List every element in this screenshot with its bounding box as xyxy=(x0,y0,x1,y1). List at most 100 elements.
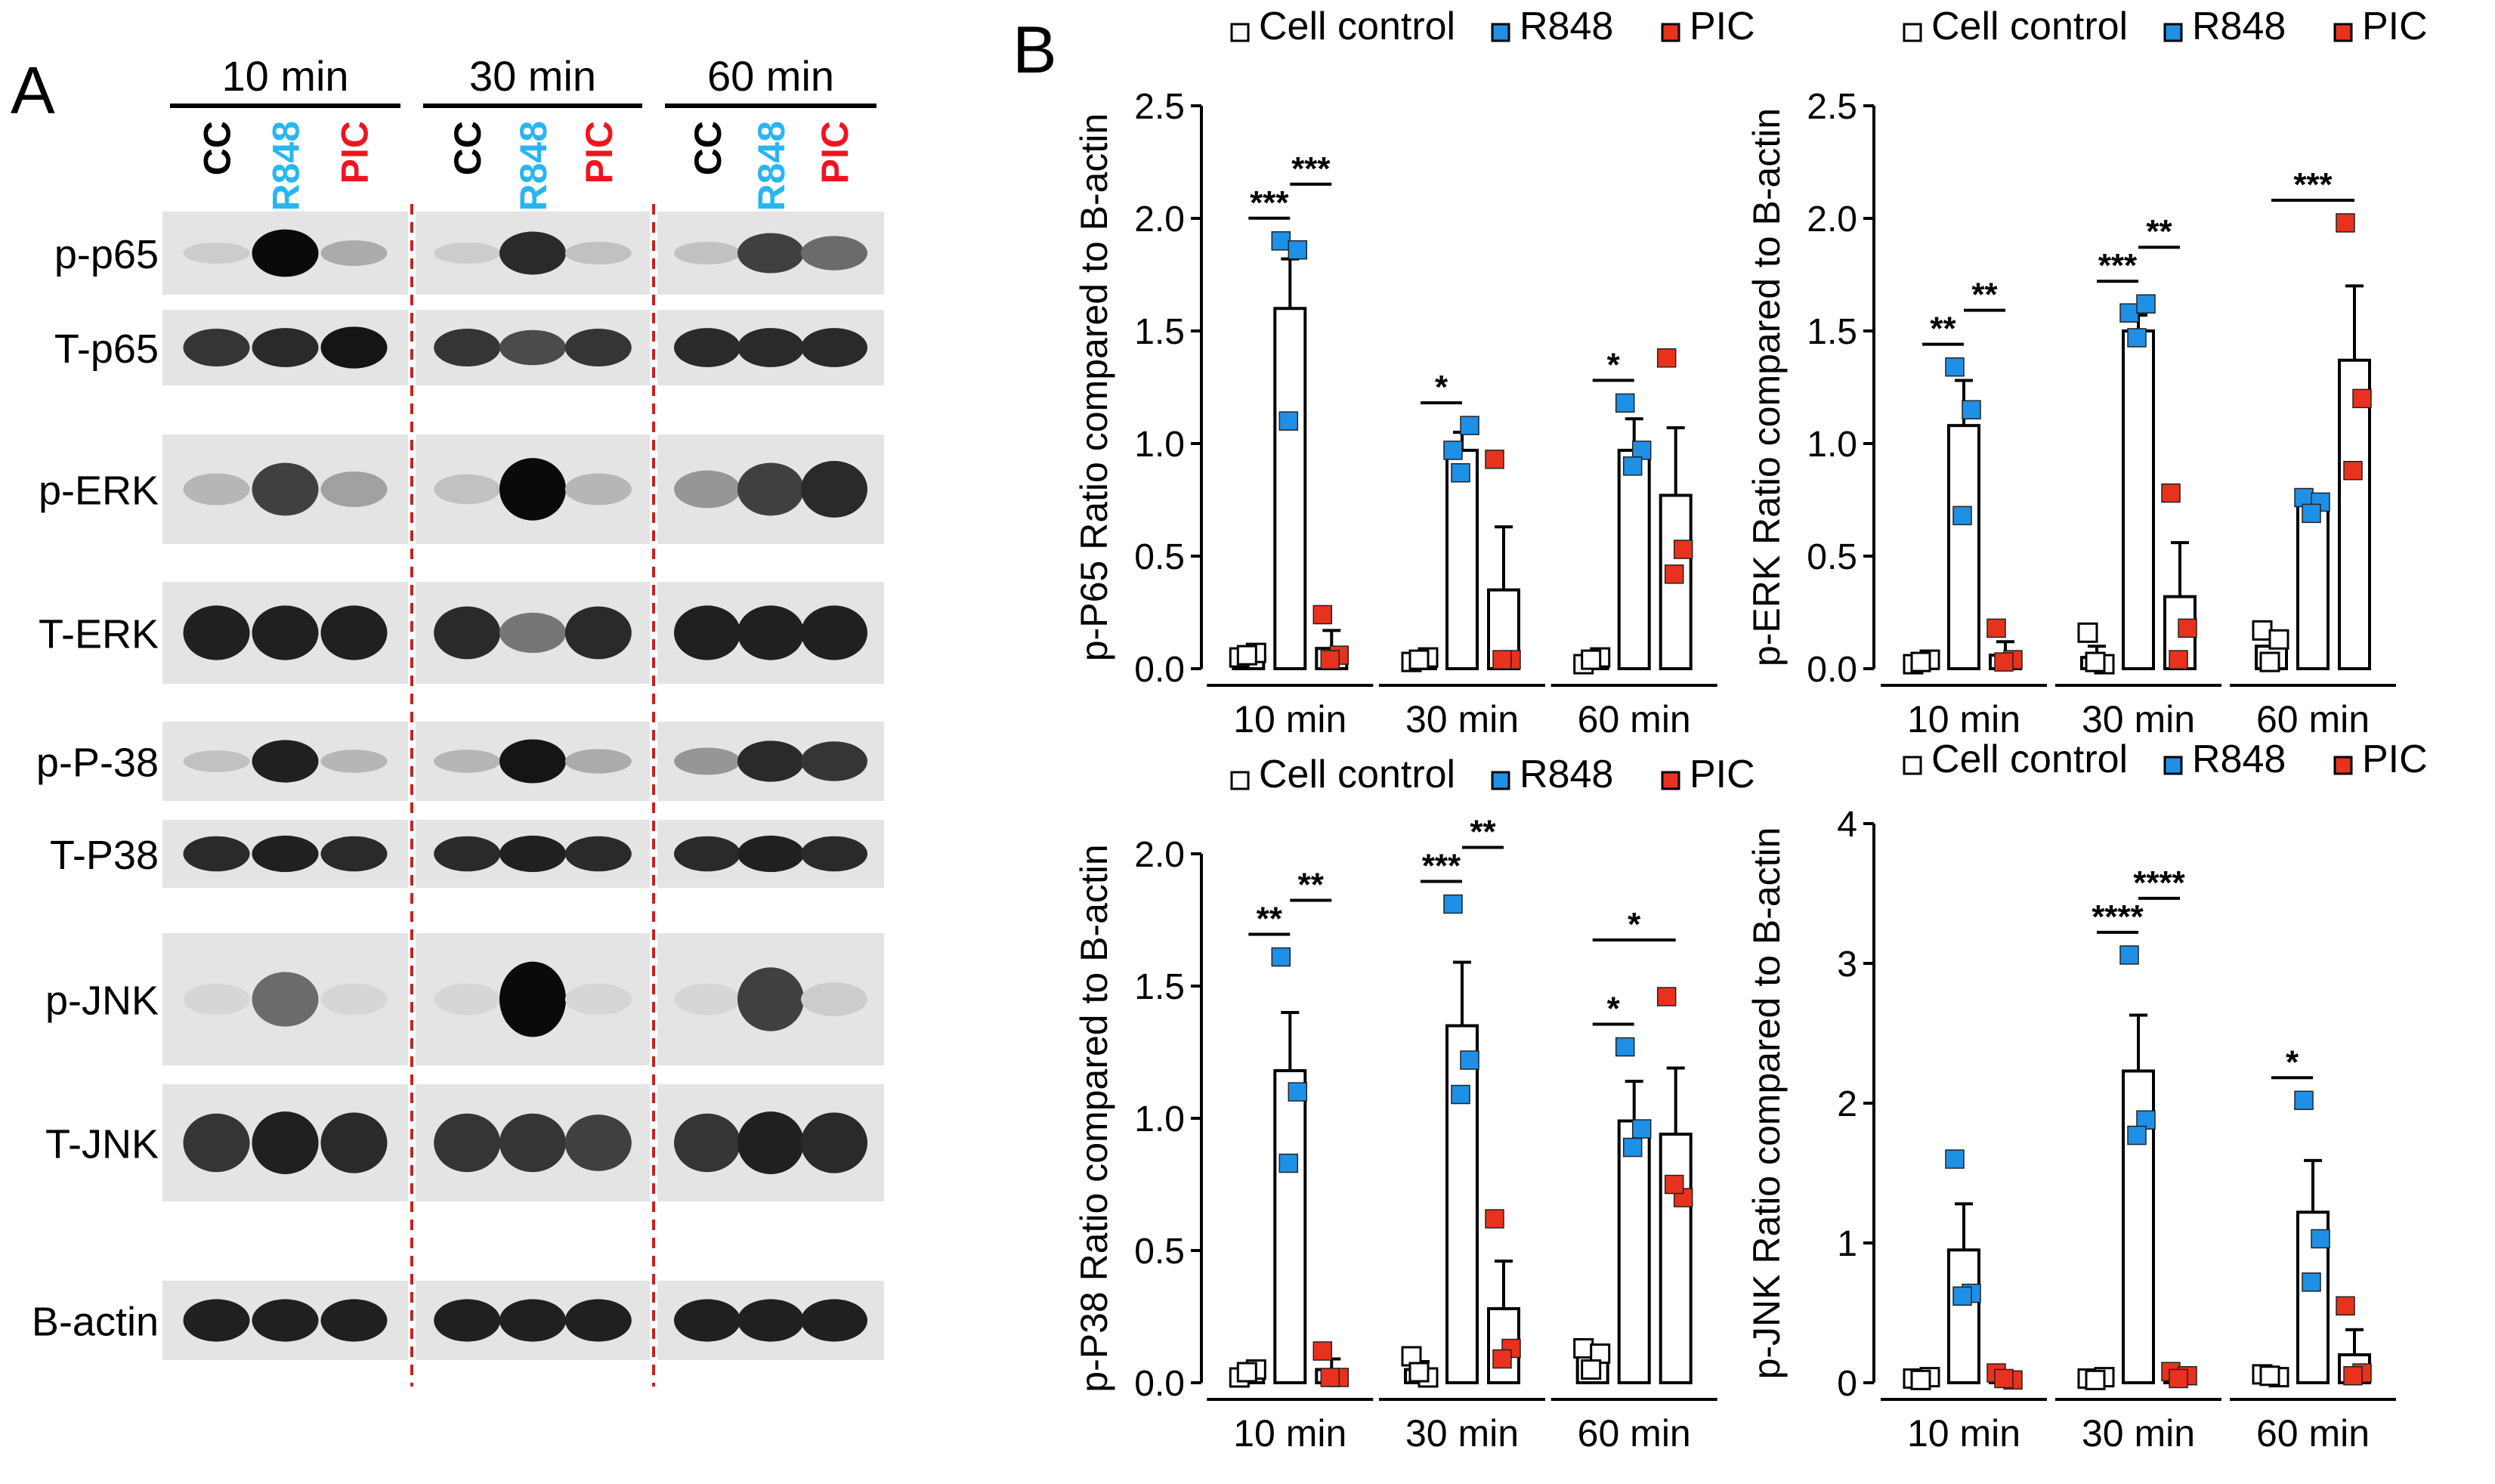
blot-band xyxy=(320,1299,388,1342)
blot-row-label: p-P-38 xyxy=(36,740,159,786)
legend-label: PIC xyxy=(2362,5,2428,48)
significance-label: **** xyxy=(2092,898,2144,935)
blot-band xyxy=(434,606,501,660)
x-category-label: 30 min xyxy=(2082,1412,2195,1455)
x-category-label: 60 min xyxy=(1578,698,1691,740)
blot-timepoint-label: 10 min xyxy=(221,52,348,100)
legend-swatch xyxy=(1230,23,1250,42)
data-point xyxy=(1460,1050,1479,1070)
blot-lane-label: CC xyxy=(447,121,489,175)
data-point xyxy=(1615,393,1635,413)
blot-band xyxy=(320,983,388,1016)
blot-band xyxy=(801,236,867,271)
data-point xyxy=(1945,1149,1965,1169)
blot-band xyxy=(564,606,632,660)
y-tick-label: 0.5 xyxy=(1134,1232,1185,1272)
data-point xyxy=(1236,1362,1257,1383)
y-tick-label: 1.5 xyxy=(1134,967,1185,1007)
blot-band xyxy=(737,605,804,660)
blot-row-label: B-actin xyxy=(32,1300,159,1345)
data-point xyxy=(1320,1368,1340,1387)
blot-band xyxy=(499,739,566,784)
chart-1: 0.0 0.5 1.0 1.5 2.0 2.5 p-ERK Ratio compared t… xyxy=(1745,5,2428,740)
data-point xyxy=(1986,618,2006,638)
blot-band xyxy=(564,749,632,774)
data-point xyxy=(2127,1125,2147,1145)
chart-0: 0.0 0.5 1.0 1.5 2.0 2.5 p-P65 Ratio compared t… xyxy=(1073,5,1755,740)
blot-band xyxy=(801,328,867,367)
legend-label: R848 xyxy=(2192,737,2286,781)
data-point xyxy=(2077,622,2098,643)
data-point xyxy=(1952,1286,1972,1306)
panel-b-label: B xyxy=(1013,12,1057,87)
data-point xyxy=(1443,894,1463,914)
blot-band xyxy=(801,982,867,1016)
y-tick-label: 2 xyxy=(1837,1084,1857,1124)
data-point xyxy=(1271,947,1291,967)
data-point xyxy=(1656,348,1677,368)
data-point xyxy=(1664,564,1684,584)
significance-label: * xyxy=(2286,1043,2299,1081)
data-point xyxy=(2268,629,2289,650)
data-point xyxy=(2085,651,2106,672)
blot-band xyxy=(183,605,250,660)
significance-label: *** xyxy=(2098,247,2138,284)
significance-label: ** xyxy=(1971,277,1998,314)
data-point xyxy=(2161,483,2181,503)
legend-swatch xyxy=(1491,771,1510,790)
significance-label: ** xyxy=(1470,814,1496,851)
x-category-label: 60 min xyxy=(2256,1412,2370,1455)
blot-band xyxy=(801,1299,867,1342)
data-point xyxy=(2259,651,2280,672)
legend-swatch xyxy=(2163,756,2183,775)
data-point xyxy=(2178,618,2197,638)
blot-band xyxy=(252,740,319,783)
blot-band xyxy=(737,328,804,367)
data-point xyxy=(1622,1137,1643,1158)
y-axis-title: p-P65 Ratio compared to B-actin xyxy=(1073,113,1115,661)
bar xyxy=(2296,502,2330,671)
bar xyxy=(1273,307,1307,670)
y-tick-label: 4 xyxy=(1837,805,1857,845)
data-point xyxy=(1451,462,1470,483)
blot-row-label: T-JNK xyxy=(45,1122,159,1167)
y-tick-label: 2.0 xyxy=(1134,835,1185,875)
blot-band xyxy=(252,605,319,660)
y-tick-label: 0.0 xyxy=(1134,1364,1185,1404)
legend-label: R848 xyxy=(1520,753,1613,796)
data-point xyxy=(1673,539,1693,559)
significance-label: * xyxy=(1607,346,1621,383)
blot-band xyxy=(252,462,319,516)
x-category-label: 10 min xyxy=(1233,698,1346,740)
blot-band xyxy=(737,967,804,1031)
blot-lane-label: R848 xyxy=(265,121,308,212)
blot-band xyxy=(564,1115,632,1171)
data-point xyxy=(1622,456,1643,476)
data-point xyxy=(1278,1153,1299,1173)
data-point xyxy=(2169,650,2188,669)
data-point xyxy=(1443,441,1463,460)
y-tick-label: 1.0 xyxy=(1134,1099,1185,1139)
blot-band xyxy=(320,471,388,508)
blot-band xyxy=(252,1299,319,1342)
significance-label: * xyxy=(1607,991,1621,1028)
blot-band xyxy=(564,329,632,366)
blot-band xyxy=(801,460,867,518)
panel-a-label: A xyxy=(11,53,55,128)
blot-band xyxy=(564,242,632,264)
x-category-label: 10 min xyxy=(1907,1412,2020,1455)
data-point xyxy=(2302,503,2321,524)
blot-band xyxy=(252,1111,319,1174)
bar xyxy=(2338,358,2371,670)
data-point xyxy=(1288,240,1308,260)
data-point xyxy=(1664,1174,1684,1195)
quantification-charts: 0.0 0.5 1.0 1.5 2.0 2.5 p-P65 Ratio compared t… xyxy=(1073,5,2428,1455)
significance-label: *** xyxy=(1422,848,1461,885)
blot-band xyxy=(499,1113,566,1173)
y-tick-label: 0.5 xyxy=(1807,537,1857,577)
blot-lane-label: CC xyxy=(196,121,239,175)
blot-band xyxy=(183,473,250,505)
significance-label: ** xyxy=(1298,867,1325,904)
blot-band xyxy=(674,836,740,872)
blot-band xyxy=(674,605,740,660)
